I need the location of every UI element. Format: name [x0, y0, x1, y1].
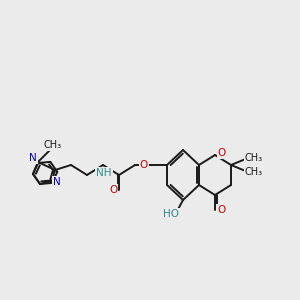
Text: O: O — [140, 160, 148, 170]
Text: O: O — [109, 185, 117, 195]
Text: NH: NH — [96, 168, 112, 178]
Text: N: N — [29, 153, 37, 163]
Text: O: O — [218, 148, 226, 158]
Text: HO: HO — [163, 209, 179, 219]
Text: O: O — [217, 205, 225, 215]
Text: CH₃: CH₃ — [245, 167, 263, 177]
Text: N: N — [53, 177, 61, 187]
Text: CH₃: CH₃ — [44, 140, 62, 150]
Text: CH₃: CH₃ — [245, 153, 263, 163]
